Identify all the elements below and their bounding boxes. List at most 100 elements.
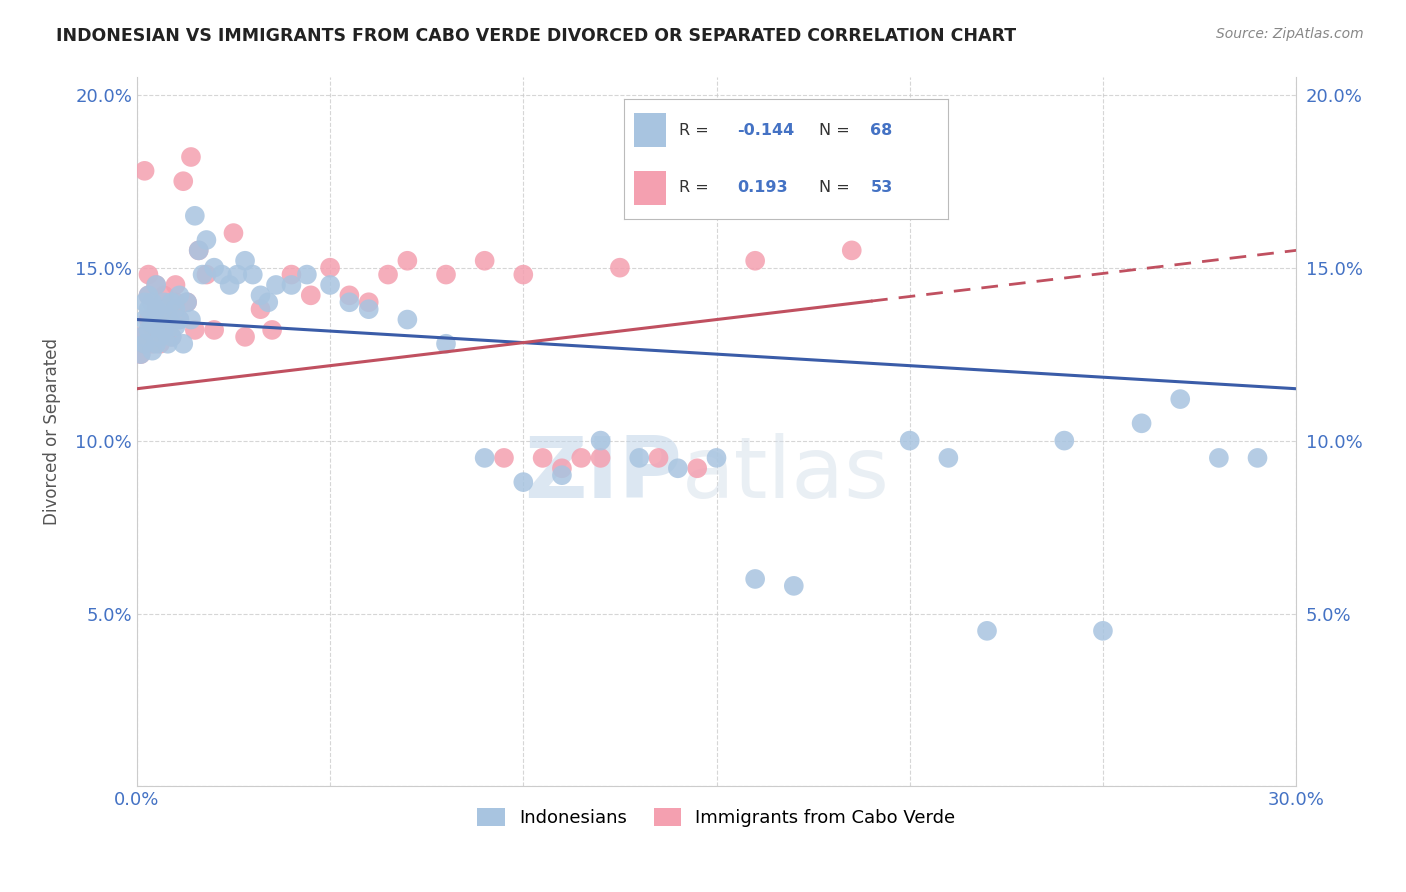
Point — [492, 450, 515, 465]
Point — [180, 150, 202, 164]
Point — [138, 288, 160, 302]
Point — [647, 450, 669, 465]
Point — [396, 312, 419, 326]
Point — [938, 450, 960, 465]
Point — [1208, 450, 1230, 465]
Point — [145, 302, 167, 317]
Point — [512, 268, 534, 282]
Point — [129, 330, 152, 344]
Point — [202, 260, 225, 275]
Point — [160, 330, 183, 344]
Text: INDONESIAN VS IMMIGRANTS FROM CABO VERDE DIVORCED OR SEPARATED CORRELATION CHART: INDONESIAN VS IMMIGRANTS FROM CABO VERDE… — [56, 27, 1017, 45]
Point — [551, 468, 574, 483]
Point — [153, 295, 176, 310]
Point — [357, 302, 380, 317]
Point — [172, 336, 194, 351]
Point — [744, 572, 766, 586]
Point — [141, 343, 163, 358]
Point — [512, 475, 534, 489]
Point — [145, 277, 167, 292]
Point — [149, 319, 172, 334]
Point — [187, 244, 209, 258]
Point — [474, 450, 496, 465]
Point — [609, 260, 631, 275]
Point — [319, 277, 342, 292]
Point — [1168, 392, 1191, 406]
Point — [474, 253, 496, 268]
Point — [295, 268, 318, 282]
Point — [666, 461, 689, 475]
Point — [589, 434, 612, 448]
Point — [195, 268, 218, 282]
Point — [242, 268, 264, 282]
Point — [377, 268, 399, 282]
Point — [264, 277, 287, 292]
Point — [357, 295, 380, 310]
Point — [153, 288, 176, 302]
Point — [744, 253, 766, 268]
Point — [195, 233, 218, 247]
Point — [783, 579, 806, 593]
Point — [218, 277, 240, 292]
Point — [1130, 417, 1153, 431]
Point — [165, 277, 187, 292]
Point — [134, 295, 156, 310]
Point — [134, 164, 156, 178]
Point — [138, 302, 160, 317]
Point — [1246, 450, 1268, 465]
Point — [434, 336, 457, 351]
Point — [628, 450, 651, 465]
Point — [153, 302, 176, 317]
Point — [176, 295, 198, 310]
Point — [138, 323, 160, 337]
Point — [233, 330, 256, 344]
Point — [145, 336, 167, 351]
Point — [141, 316, 163, 330]
Point — [262, 323, 284, 337]
Point — [160, 330, 183, 344]
Text: Source: ZipAtlas.com: Source: ZipAtlas.com — [1216, 27, 1364, 41]
Point — [134, 312, 156, 326]
Point — [222, 226, 245, 240]
Point — [141, 295, 163, 310]
Point — [172, 174, 194, 188]
Point — [138, 288, 160, 302]
Point — [434, 268, 457, 282]
Point — [187, 244, 209, 258]
Point — [1091, 624, 1114, 638]
Point — [156, 309, 179, 323]
Point — [841, 244, 863, 258]
Text: ZIP: ZIP — [524, 433, 682, 516]
Point — [249, 302, 271, 317]
Point — [686, 461, 709, 475]
Text: atlas: atlas — [682, 433, 890, 516]
Point — [153, 323, 176, 337]
Point — [319, 260, 342, 275]
Point — [145, 330, 167, 344]
Point — [134, 336, 156, 351]
Point — [339, 288, 361, 302]
Point — [339, 295, 361, 310]
Point — [169, 312, 191, 326]
Point — [233, 253, 256, 268]
Point — [145, 302, 167, 317]
Legend: Indonesians, Immigrants from Cabo Verde: Indonesians, Immigrants from Cabo Verde — [470, 800, 963, 834]
Point — [156, 302, 179, 317]
Point — [129, 347, 152, 361]
Point — [145, 277, 167, 292]
Point — [226, 268, 249, 282]
Point — [138, 312, 160, 326]
Point — [551, 461, 574, 475]
Point — [184, 209, 207, 223]
Point — [589, 450, 612, 465]
Point — [129, 347, 152, 361]
Point — [898, 434, 921, 448]
Point — [706, 450, 728, 465]
Point — [129, 330, 152, 344]
Point — [160, 295, 183, 310]
Point — [257, 295, 280, 310]
Y-axis label: Divorced or Separated: Divorced or Separated — [44, 338, 60, 525]
Point — [531, 450, 554, 465]
Point — [280, 277, 302, 292]
Point — [149, 309, 172, 323]
